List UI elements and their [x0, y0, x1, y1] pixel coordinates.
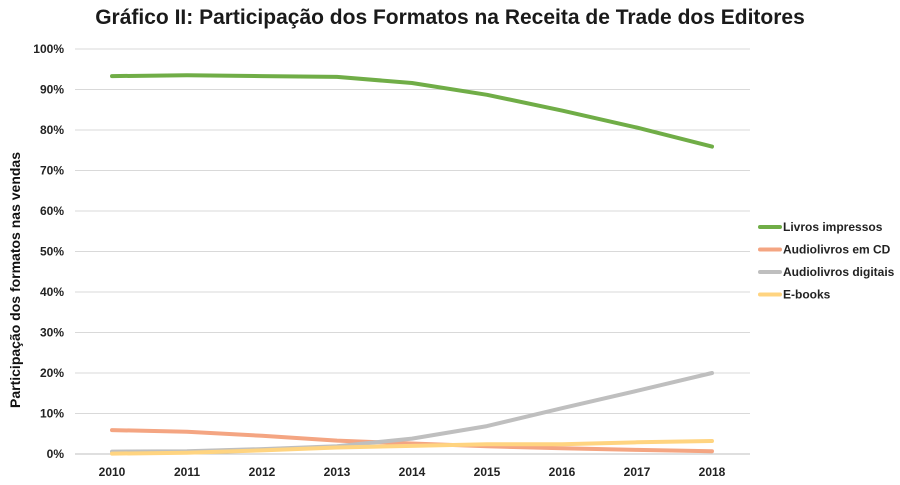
y-tick-label: 10%: [40, 407, 64, 421]
y-tick-label: 30%: [40, 326, 64, 340]
series-line-livros-impressos: [110, 73, 714, 149]
y-tick-label: 80%: [40, 123, 64, 137]
legend-label-e-books: E-books: [783, 288, 831, 302]
legend-label-audiolivros-digitais: Audiolivros digitais: [783, 265, 895, 279]
x-axis-ticks: 2010 2011 2012 2013 2014 2015 2016 2017 2018: [99, 465, 726, 479]
series-line-e-books: [110, 439, 714, 456]
legend: Livros impressos Audiolivros em CD Audioli…: [758, 220, 895, 302]
series-lines: [110, 73, 714, 456]
series-line-audiolivros-em-cd: [110, 428, 714, 454]
x-tick-label: 2018: [699, 465, 726, 479]
y-tick-label: 40%: [40, 285, 64, 299]
series-line-audiolivros-digitais: [110, 371, 714, 454]
y-tick-label: 0%: [47, 447, 65, 461]
y-tick-label: 70%: [40, 164, 64, 178]
x-tick-label: 2016: [549, 465, 576, 479]
x-tick-label: 2015: [474, 465, 501, 479]
y-tick-label: 100%: [33, 42, 64, 56]
gridlines: [75, 48, 750, 455]
y-axis-label: Participação dos formatos nas vendas: [7, 152, 23, 408]
x-tick-label: 2011: [174, 465, 200, 479]
x-tick-label: 2014: [399, 465, 426, 479]
legend-label-livros-impressos: Livros impressos: [783, 220, 883, 234]
legend-label-audiolivros-em-cd: Audiolivros em CD: [783, 243, 891, 257]
x-tick-label: 2012: [249, 465, 276, 479]
x-tick-label: 2017: [624, 465, 651, 479]
y-tick-label: 90%: [40, 83, 64, 97]
x-tick-label: 2010: [99, 465, 126, 479]
y-tick-label: 20%: [40, 366, 64, 380]
y-axis-ticks: 0% 10% 20% 30% 40% 50% 60% 70% 80% 90% 100%: [33, 42, 64, 461]
y-tick-label: 50%: [40, 245, 64, 259]
x-tick-label: 2013: [324, 465, 351, 479]
y-tick-label: 60%: [40, 204, 64, 218]
chart-title: Gráfico II: Participação dos Formatos na…: [95, 6, 805, 29]
